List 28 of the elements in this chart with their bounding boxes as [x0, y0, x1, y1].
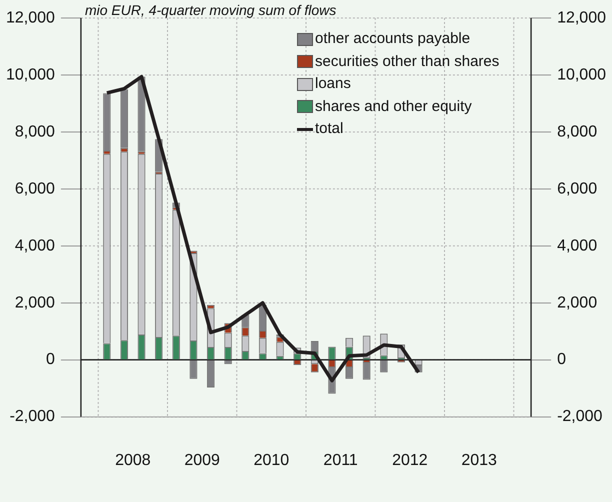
y-tick-label: -2,000 [10, 408, 56, 426]
y2-tick-label: 2,000 [557, 294, 598, 312]
y2-tick-label: -2,000 [557, 408, 603, 426]
y-tick-label: 8,000 [14, 123, 56, 140]
legend-label: other accounts payable [315, 29, 470, 49]
x-tick-label: 2011 [323, 452, 358, 469]
x-tick-label: 2013 [461, 452, 498, 469]
chart-title: mio EUR, 4-quarter moving sum of flows [84, 2, 336, 18]
x-tick-label: 2008 [115, 452, 151, 469]
y-tick-label: 12,000 [6, 9, 56, 26]
y-tick-label: 10,000 [6, 66, 56, 84]
y2-tick-label: 8,000 [557, 123, 598, 140]
x-tick-label: 2010 [254, 452, 290, 469]
legend-label: total [315, 119, 344, 139]
y-tick-label: 2,000 [14, 294, 56, 312]
y-tick-label: 4,000 [14, 237, 56, 254]
legend-label: securities other than shares [315, 52, 500, 72]
y2-tick-label: 4,000 [557, 237, 598, 254]
x-tick-label: 2009 [184, 452, 220, 469]
y2-tick-label: 12,000 [557, 9, 606, 26]
y2-tick-label: 6,000 [557, 180, 598, 198]
legend-label: shares and other equity [315, 96, 472, 116]
y-tick-label: 0 [46, 351, 56, 368]
y-tick-label: 6,000 [14, 180, 56, 198]
y2-tick-label: 10,000 [557, 66, 606, 84]
x-tick-label: 2012 [392, 452, 428, 469]
y2-tick-label: 0 [557, 351, 566, 368]
legend-label: loans [315, 74, 351, 94]
